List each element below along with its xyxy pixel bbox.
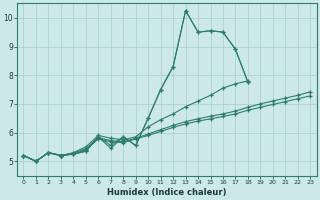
X-axis label: Humidex (Indice chaleur): Humidex (Indice chaleur) <box>107 188 227 197</box>
